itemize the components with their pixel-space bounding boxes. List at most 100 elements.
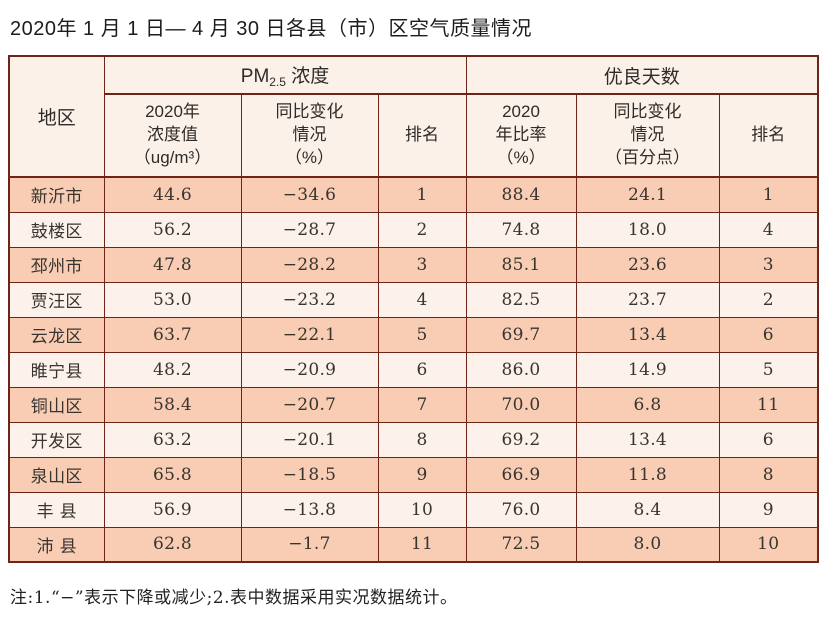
cell-good-ratio: 72.5 [465,526,577,563]
table-row: 沛 县 62.8 −1.7 11 72.5 8.0 10 [8,526,819,563]
cell-pm-rank: 8 [377,421,467,458]
column-header-good-ratio: 2020 年比率 （%） [465,93,577,178]
cell-region: 睢宁县 [8,351,105,388]
column-header-pm-value: 2020年 浓度值 （ug/m³） [103,93,242,178]
cell-region: 丰 县 [8,491,105,528]
pm25-label-suffix: 浓度 [285,66,330,87]
column-group-good-days: 优良天数 [465,55,819,95]
table-row: 铜山区 58.4 −20.7 7 70.0 6.8 11 [8,386,819,423]
cell-good-change: 23.7 [575,281,720,318]
cell-pm-rank: 7 [377,386,467,423]
cell-pm-change: −20.7 [240,386,379,423]
cell-region: 铜山区 [8,386,105,423]
cell-pm-rank: 10 [377,491,467,528]
cell-good-change: 18.0 [575,211,720,248]
cell-pm-value: 58.4 [103,386,242,423]
cell-good-rank: 6 [718,421,819,458]
air-quality-table: 地区 PM2.5 浓度 优良天数 2020年 浓度值 （ug/m³） 同比变化 … [8,55,820,563]
pm25-label-subscript: 2.5 [269,75,286,89]
column-header-region: 地区 [8,55,105,178]
cell-region: 贾汪区 [8,281,105,318]
cell-good-change: 24.1 [575,176,720,213]
cell-good-change: 6.8 [575,386,720,423]
cell-good-rank: 4 [718,211,819,248]
column-header-pm-rank: 排名 [377,93,467,178]
cell-pm-change: −20.1 [240,421,379,458]
cell-good-change: 14.9 [575,351,720,388]
cell-pm-rank: 2 [377,211,467,248]
cell-pm-change: −22.1 [240,316,379,353]
table-row: 云龙区 63.7 −22.1 5 69.7 13.4 6 [8,316,819,353]
cell-pm-rank: 1 [377,176,467,213]
cell-pm-value: 56.2 [103,211,242,248]
cell-good-rank: 11 [718,386,819,423]
cell-good-ratio: 76.0 [465,491,577,528]
table-row: 睢宁县 48.2 −20.9 6 86.0 14.9 5 [8,351,819,388]
cell-good-ratio: 82.5 [465,281,577,318]
page-title: 2020年 1 月 1 日— 4 月 30 日各县（市）区空气质量情况 [10,18,533,40]
cell-good-ratio: 74.8 [465,211,577,248]
header-sub-row: 2020年 浓度值 （ug/m³） 同比变化 情况 （%） 排名 2020 年比… [9,93,819,178]
cell-pm-change: −18.5 [240,456,379,493]
cell-pm-value: 63.2 [103,421,242,458]
column-header-good-change: 同比变化 情况 （百分点） [575,93,720,178]
cell-pm-change: −28.7 [240,211,379,248]
cell-good-rank: 3 [718,246,819,283]
column-header-pm-change: 同比变化 情况 （%） [240,93,379,178]
cell-region: 沛 县 [8,526,105,563]
cell-pm-value: 56.9 [103,491,242,528]
cell-good-rank: 2 [718,281,819,318]
cell-good-rank: 6 [718,316,819,353]
cell-good-change: 8.4 [575,491,720,528]
cell-good-ratio: 69.2 [465,421,577,458]
table-header: 地区 PM2.5 浓度 优良天数 2020年 浓度值 （ug/m³） 同比变化 … [8,55,819,178]
cell-pm-value: 53.0 [103,281,242,318]
cell-good-rank: 1 [718,176,819,213]
header-group-row: 地区 PM2.5 浓度 优良天数 [8,55,819,178]
cell-region: 新沂市 [8,176,105,213]
cell-region: 开发区 [8,421,105,458]
cell-region: 邳州市 [8,246,105,283]
pm25-label-prefix: PM [240,66,270,87]
cell-good-rank: 5 [718,351,819,388]
table-row: 丰 县 56.9 −13.8 10 76.0 8.4 9 [8,491,819,528]
cell-pm-value: 44.6 [103,176,242,213]
cell-good-change: 8.0 [575,526,720,563]
cell-pm-value: 47.8 [103,246,242,283]
cell-good-change: 23.6 [575,246,720,283]
table-row: 泉山区 65.8 −18.5 9 66.9 11.8 8 [8,456,819,493]
cell-good-rank: 8 [718,456,819,493]
cell-pm-rank: 5 [377,316,467,353]
cell-pm-value: 65.8 [103,456,242,493]
cell-good-ratio: 88.4 [465,176,577,213]
table-row: 开发区 63.2 −20.1 8 69.2 13.4 6 [8,421,819,458]
cell-good-rank: 9 [718,491,819,528]
column-header-good-rank: 排名 [718,93,819,178]
cell-region: 泉山区 [8,456,105,493]
cell-pm-rank: 11 [377,526,467,563]
cell-good-change: 11.8 [575,456,720,493]
table-row: 鼓楼区 56.2 −28.7 2 74.8 18.0 4 [8,211,819,248]
cell-good-rank: 10 [718,526,819,563]
cell-pm-rank: 4 [377,281,467,318]
cell-pm-change: −28.2 [240,246,379,283]
table-row: 贾汪区 53.0 −23.2 4 82.5 23.7 2 [8,281,819,318]
cell-pm-change: −34.6 [240,176,379,213]
cell-good-ratio: 85.1 [465,246,577,283]
cell-pm-value: 63.7 [103,316,242,353]
footnote: 注:1.“−”表示下降或减少;2.表中数据采用实况数据统计。 [10,588,458,608]
cell-pm-rank: 6 [377,351,467,388]
cell-pm-change: −1.7 [240,526,379,563]
cell-pm-change: −23.2 [240,281,379,318]
table-row: 邳州市 47.8 −28.2 3 85.1 23.6 3 [8,246,819,283]
cell-pm-rank: 3 [377,246,467,283]
cell-pm-value: 62.8 [103,526,242,563]
cell-pm-change: −13.8 [240,491,379,528]
cell-good-ratio: 70.0 [465,386,577,423]
cell-region: 云龙区 [8,316,105,353]
cell-good-ratio: 66.9 [465,456,577,493]
table-body: 新沂市 44.6 −34.6 1 88.4 24.1 1 鼓楼区 56.2 −2… [8,176,819,563]
cell-good-ratio: 69.7 [465,316,577,353]
column-group-pm25: PM2.5 浓度 [103,55,467,95]
